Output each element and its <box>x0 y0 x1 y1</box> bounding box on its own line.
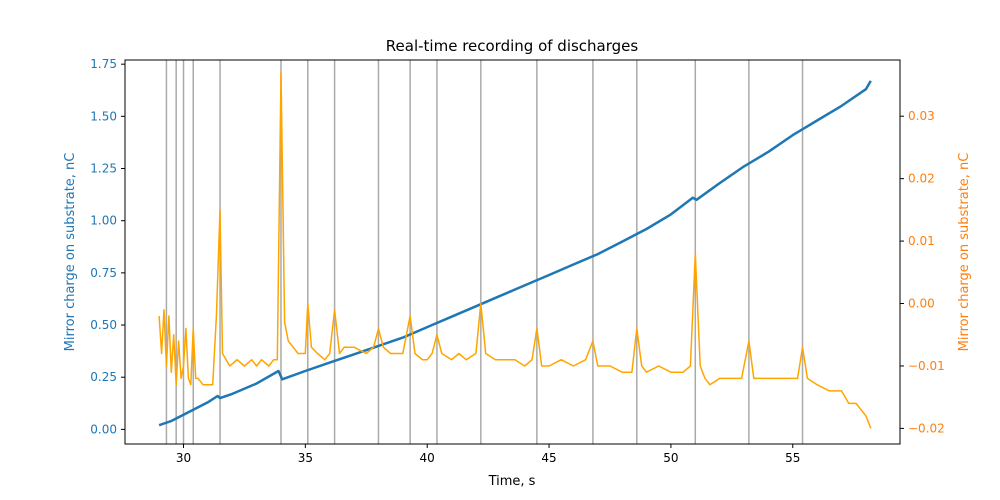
y-axis-left-label: Mirror charge on substrate, nC <box>63 153 78 352</box>
y-right-tick-label-3: 0.01 <box>908 234 935 248</box>
y-left-tick-label-6: 1.50 <box>90 109 117 123</box>
y-axis-right: −0.02 −0.01 0.00 0.01 0.02 0.03 <box>900 109 945 435</box>
y-right-tick-label-0: −0.02 <box>908 421 945 435</box>
y-left-tick-label-1: 0.25 <box>90 370 117 384</box>
y-left-tick-label-2: 0.50 <box>90 318 117 332</box>
y-right-tick-label-2: 0.00 <box>908 297 935 311</box>
y-right-tick-label-5: 0.03 <box>908 109 935 123</box>
x-tick-label-2: 40 <box>420 451 435 465</box>
y-left-tick-label-0: 0.00 <box>90 422 117 436</box>
y-left-tick-label-5: 1.25 <box>90 162 117 176</box>
series-line-left <box>158 80 872 427</box>
x-tick-label-0: 30 <box>176 451 191 465</box>
y-left-tick-label-3: 0.75 <box>90 266 117 280</box>
y-left-tick-label-7: 1.75 <box>90 57 117 71</box>
chart-title: Real-time recording of discharges <box>386 37 639 55</box>
x-tick-label-4: 50 <box>663 451 678 465</box>
y-left-tick-label-4: 1.00 <box>90 214 117 228</box>
x-tick-label-1: 35 <box>298 451 313 465</box>
x-tick-label-3: 45 <box>541 451 556 465</box>
series-left-group <box>158 80 872 427</box>
plot-frame <box>124 59 901 445</box>
y-right-tick-label-1: −0.01 <box>908 359 945 373</box>
y-right-tick-label-4: 0.02 <box>908 172 935 186</box>
event-lines <box>165 60 804 444</box>
y-axis-right-label: Mirror charge on substrate, nC <box>957 153 972 352</box>
x-axis: 30 35 40 45 50 55 <box>176 444 800 465</box>
x-tick-label-5: 55 <box>785 451 800 465</box>
x-axis-label: Time, s <box>488 474 536 489</box>
series-right-group <box>158 71 872 429</box>
series-line-right <box>158 71 872 429</box>
y-axis-left: 0.00 0.25 0.50 0.75 1.00 1.25 1.50 1.75 <box>90 57 125 436</box>
